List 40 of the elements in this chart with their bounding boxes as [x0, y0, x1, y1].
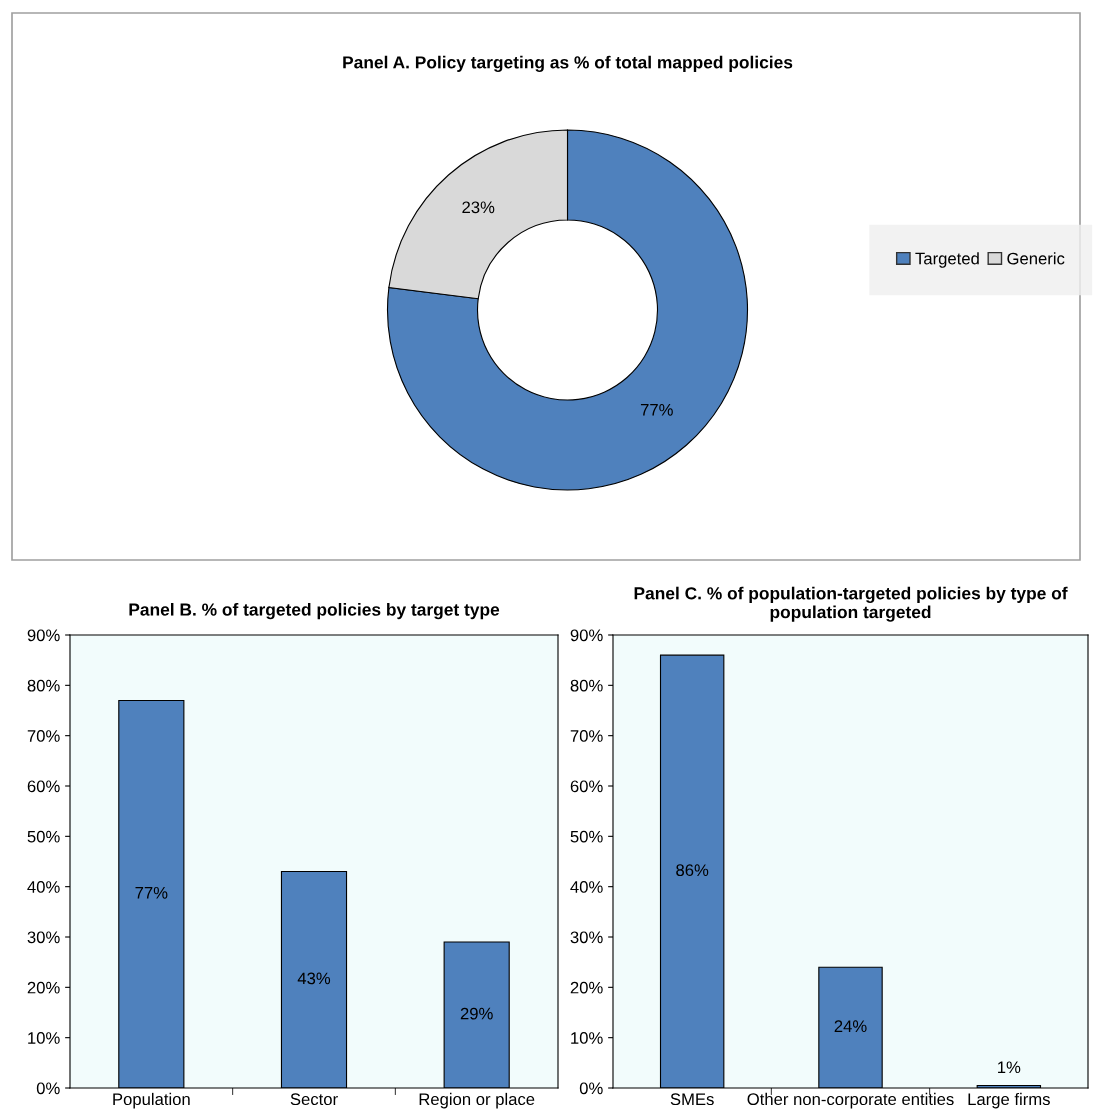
chart-title: Panel B. % of targeted policies by target type: [129, 602, 500, 620]
data-label: 29%: [460, 1007, 493, 1020]
data-label: 77%: [135, 886, 168, 899]
y-tick-label: 10%: [571, 1032, 603, 1044]
x-tick-label: Region or place: [419, 1092, 535, 1109]
y-tick-label: 60%: [27, 780, 60, 793]
x-tick-label: SMEs: [670, 1093, 714, 1106]
y-tick-label: 0%: [36, 1082, 60, 1095]
data-label: 86%: [676, 864, 709, 877]
y-tick-label: 20%: [27, 981, 60, 994]
chart-title: Panel A. Policy targeting as % of total mapped policies: [343, 55, 793, 73]
y-tick-label: 60%: [570, 780, 603, 793]
y-tick-label: 40%: [27, 881, 60, 893]
y-tick-label: 40%: [570, 881, 603, 893]
y-tick-label: 90%: [570, 629, 603, 642]
x-tick-label: Sector: [290, 1093, 338, 1106]
y-tick-label: 20%: [570, 981, 603, 994]
y-tick-label: 80%: [27, 679, 60, 692]
data-label: 77%: [640, 404, 673, 416]
legend-label: Targeted: [915, 252, 979, 268]
x-tick-label: Population: [113, 1092, 190, 1109]
y-tick-label: 30%: [27, 931, 60, 944]
y-tick-label: 30%: [570, 931, 603, 944]
data-label: 23%: [462, 201, 495, 214]
y-tick-label: 0%: [579, 1082, 603, 1095]
x-tick-label: Other non-corporate entities: [747, 1092, 954, 1109]
y-tick-label: 10%: [28, 1032, 60, 1044]
donut-slice: [386, 129, 749, 491]
y-tick-label: 90%: [27, 629, 60, 642]
data-label: 43%: [297, 972, 331, 985]
legend-label: Generic: [1007, 252, 1065, 265]
data-label: 24%: [834, 1020, 867, 1033]
y-tick-label: 50%: [27, 830, 60, 843]
x-tick-label: Large firms: [968, 1092, 1050, 1109]
data-label: 1%: [998, 1061, 1021, 1074]
chart-title: Panel C. % of population-targeted policies by type of population targeted: [634, 586, 1068, 622]
y-tick-label: 50%: [570, 830, 603, 843]
y-tick-label: 70%: [570, 730, 603, 742]
y-tick-label: 70%: [27, 730, 60, 742]
y-tick-label: 80%: [570, 679, 603, 692]
